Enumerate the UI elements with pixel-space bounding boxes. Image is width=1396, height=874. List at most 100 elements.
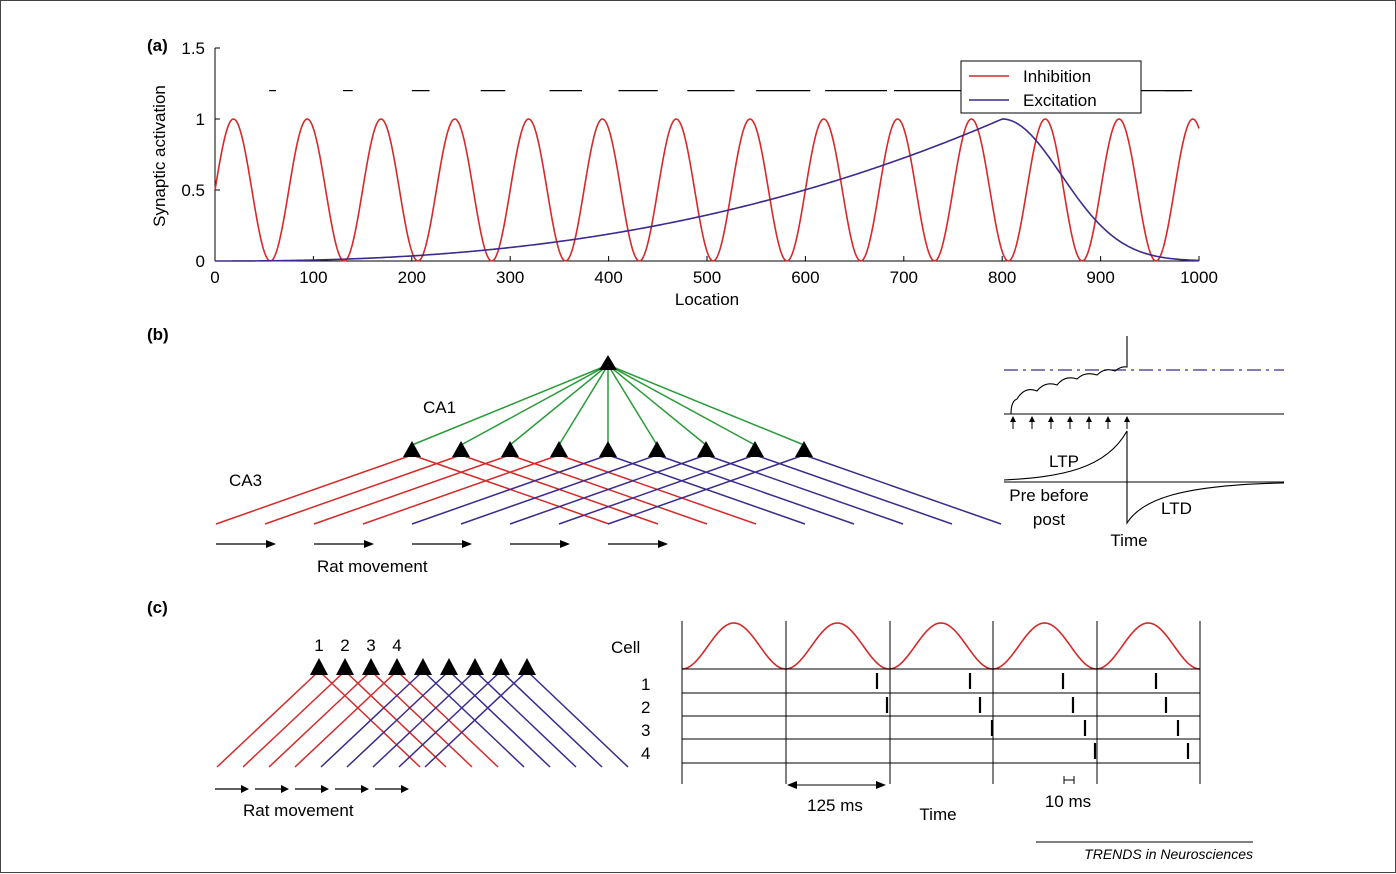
interval-scale — [787, 781, 886, 789]
input-line-right — [526, 670, 629, 768]
place-cell-triangle — [336, 658, 354, 675]
inhibition-series-line — [214, 118, 1200, 262]
x-tick-label: 500 — [693, 268, 721, 287]
input-spike-arrowhead — [1010, 416, 1016, 422]
input-line-left — [294, 670, 398, 768]
ltp-curve — [1003, 428, 1128, 482]
input-line-left — [216, 670, 320, 768]
ca3-cell-triangle — [746, 441, 764, 457]
ca1-projection-line — [607, 364, 707, 446]
ca1-projection-line — [411, 364, 609, 446]
input-spike-arrowhead — [1105, 416, 1111, 422]
ca3-line-left — [558, 454, 756, 525]
ca3-line-right — [754, 454, 953, 525]
ca3-cell-triangle — [795, 441, 813, 457]
phase-precession-raster: Cell 1 2 3 4 125 ms 10 ms Time — [611, 621, 1201, 824]
x-tick-label: 400 — [594, 268, 622, 287]
ca1-projection-line — [607, 364, 805, 446]
place-cell-triangle — [466, 658, 484, 675]
x-tick-label: 1000 — [1180, 268, 1218, 287]
y-tick-label: 0.5 — [181, 181, 205, 200]
ca1-projection-line — [558, 364, 609, 446]
legend-inhibition-label: Inhibition — [1023, 67, 1091, 86]
y-tick-label: 1.5 — [181, 39, 205, 58]
row-label-1: 1 — [641, 675, 650, 694]
input-line-left — [346, 670, 450, 768]
ltd-curve — [1126, 482, 1285, 525]
ca1-label: CA1 — [423, 398, 456, 417]
movement-arrowhead — [658, 540, 668, 548]
input-line-left — [372, 670, 476, 768]
row-label-3: 3 — [641, 721, 650, 740]
epsp-summation-trace — [1010, 336, 1128, 415]
ca3-label: CA3 — [229, 471, 262, 490]
x-tick-label: 300 — [496, 268, 524, 287]
ltd-label: LTD — [1161, 499, 1192, 518]
place-cell-triangle — [492, 658, 510, 675]
input-spike-arrowhead — [1124, 416, 1130, 422]
movement-arrowhead — [364, 540, 374, 548]
movement-arrowhead — [462, 540, 472, 548]
input-spike-arrowhead — [1086, 416, 1092, 422]
ca3-cell-triangle — [403, 441, 421, 457]
row-label-4: 4 — [641, 744, 650, 763]
x-tick-label: 800 — [988, 268, 1016, 287]
input-line-right — [474, 670, 577, 768]
cell-number-1: 1 — [314, 636, 323, 655]
ca1-projection-line — [607, 364, 658, 446]
ca3-input-lines — [215, 454, 1002, 525]
place-cell-triangle — [518, 658, 536, 675]
input-line-right — [448, 670, 551, 768]
input-spike-arrowhead — [1067, 416, 1073, 422]
ca3-input-lines-c — [216, 670, 629, 768]
input-line-right — [344, 670, 447, 768]
excitation-series-line — [215, 118, 1200, 262]
ca3-line-left — [313, 454, 511, 525]
input-spike-arrows — [1010, 416, 1130, 429]
cell-number-labels: 1 2 3 4 — [314, 636, 401, 655]
ca3-cell-triangle — [550, 441, 568, 457]
panel-c-label: (c) — [147, 598, 168, 617]
ltp-label: LTP — [1049, 452, 1079, 471]
x-tick-label: 100 — [299, 268, 327, 287]
ca3-line-left — [362, 454, 560, 525]
cell-number-2: 2 — [340, 636, 349, 655]
movement-label-c: Rat movement — [243, 801, 354, 820]
cell-header: Cell — [611, 638, 640, 657]
pre-before-post-line2: post — [1033, 510, 1065, 529]
input-line-left — [268, 670, 372, 768]
ca3-cell-triangle — [599, 441, 617, 457]
ca1-cell-triangle — [599, 355, 617, 370]
ca3-cells — [403, 441, 813, 457]
input-line-right — [396, 670, 499, 768]
input-line-left — [242, 670, 346, 768]
movement-arrowhead-c — [401, 785, 409, 793]
theta-rhythm-trace — [681, 622, 1201, 670]
movement-label: Rat movement — [317, 557, 428, 576]
x-tick-label: 600 — [791, 268, 819, 287]
raster-spikes — [875, 673, 1190, 759]
x-tick-label: 0 — [210, 268, 219, 287]
movement-arrows-c — [215, 785, 409, 793]
input-line-left — [424, 670, 528, 768]
y-ticks: 0 0.5 1 1.5 — [181, 39, 220, 271]
inset-time-label: Time — [1110, 531, 1147, 550]
input-spike-arrowhead — [1048, 416, 1054, 422]
ca3-line-left — [264, 454, 462, 525]
cell-number-4: 4 — [392, 636, 401, 655]
ca3-cell-triangle — [648, 441, 666, 457]
y-tick-label: 1 — [196, 110, 205, 129]
x-axis-title: Location — [675, 290, 739, 309]
ca3-line-right — [656, 454, 855, 525]
ca1-projection-line — [460, 364, 609, 446]
panel-b-label: (b) — [147, 325, 169, 344]
interval-label: 125 ms — [807, 796, 863, 815]
raster-time-label: Time — [919, 805, 956, 824]
place-cell-triangle — [310, 658, 328, 675]
journal-credit: TRENDS in Neurosciences — [1084, 846, 1253, 862]
panel-a-label: (a) — [147, 36, 168, 55]
input-line-left — [320, 670, 424, 768]
movement-arrowhead-c — [281, 785, 289, 793]
input-spike-arrowhead — [1029, 416, 1035, 422]
ca3-line-left — [607, 454, 805, 525]
